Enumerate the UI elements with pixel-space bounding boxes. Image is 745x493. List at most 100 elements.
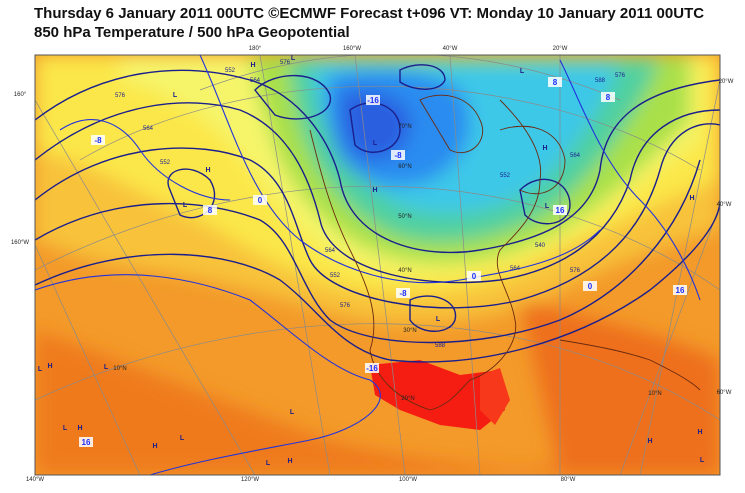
graticule-label: 40°N — [398, 268, 411, 274]
graticule-label: 70°N — [398, 124, 411, 130]
contour-label: 552 — [160, 160, 171, 166]
graticule-label: 140°W — [26, 477, 44, 483]
contour-label: 540 — [535, 243, 546, 249]
contour-label: 564 — [250, 78, 261, 84]
pressure-center: H — [205, 167, 210, 174]
pressure-center: L — [180, 435, 185, 442]
temperature-label-bg — [601, 92, 615, 102]
title: Thursday 6 January 2011 00UTC ©ECMWF For… — [34, 5, 705, 22]
temperature-label-bg — [91, 135, 105, 145]
temperature-label-bg — [553, 205, 567, 215]
pressure-center: L — [520, 68, 525, 75]
graticule-label: 180° — [249, 46, 262, 52]
pressure-center: H — [47, 363, 52, 370]
contour-label: 564 — [510, 266, 521, 272]
graticule-label: 120°W — [241, 477, 259, 483]
coastlines — [309, 94, 701, 411]
pressure-center: L — [63, 425, 68, 432]
temperature-label-bg — [467, 271, 481, 281]
pressure-center: L — [183, 202, 188, 209]
contour-label: 588 — [435, 343, 446, 349]
graticule-label: 20°W — [719, 79, 734, 85]
temperature-label-bg — [366, 95, 380, 105]
graticule-label: 40°W — [717, 202, 732, 208]
temperature-label: 8 — [208, 206, 213, 215]
temperature-label: -16 — [367, 96, 379, 105]
temperature-label-bg — [79, 437, 93, 447]
pressure-center: L — [545, 203, 550, 210]
temperature-label: 16 — [676, 286, 685, 295]
pressure-center: L — [373, 140, 378, 147]
temperature-label-bg — [583, 281, 597, 291]
temperature-field — [35, 55, 720, 475]
pressure-center: H — [250, 62, 255, 69]
graticule — [35, 55, 720, 475]
temperature-label-bg — [391, 150, 405, 160]
temperature-label-bg — [396, 288, 410, 298]
pressure-center: H — [697, 429, 702, 436]
graticule-label: 100°W — [399, 477, 417, 483]
pressure-center: L — [436, 316, 441, 323]
contour-label: 564 — [325, 248, 336, 254]
graticule-label: 40°W — [443, 46, 458, 52]
temperature-label: 0 — [588, 282, 593, 291]
pressure-center: L — [290, 409, 295, 416]
temperature-label-bg — [673, 285, 687, 295]
contour-label: 552 — [330, 273, 341, 279]
pressure-center: L — [38, 366, 43, 373]
graticule-label: 160°W — [11, 240, 29, 246]
graticule-label: 20°W — [553, 46, 568, 52]
temperature-label: 16 — [82, 438, 91, 447]
contour-label: 576 — [615, 73, 626, 79]
contour-label: 576 — [570, 268, 581, 274]
pressure-center: L — [291, 55, 296, 62]
contour-label: 564 — [570, 153, 581, 159]
pressure-center: H — [152, 443, 157, 450]
graticule-label: 20°N — [401, 396, 414, 402]
graticule-label: 50°N — [398, 214, 411, 220]
graticule-label: 160°W — [343, 46, 361, 52]
geopotential-contours — [35, 64, 720, 363]
pressure-center: L — [266, 460, 271, 467]
temperature-label-bg — [253, 195, 267, 205]
contour-label: 576 — [115, 93, 126, 99]
temperature-label: 0 — [258, 196, 263, 205]
graticule-label: 80°W — [561, 477, 576, 483]
temperature-label: -16 — [366, 364, 378, 373]
map-frame — [34, 54, 721, 476]
pressure-center: L — [173, 92, 178, 99]
pressure-center: H — [77, 425, 82, 432]
graticule-label: 10°N — [113, 366, 126, 372]
temperature-label: -8 — [399, 289, 407, 298]
temperature-label-bg — [203, 205, 217, 215]
subtitle: 850 hPa Temperature / 500 hPa Geopotenti… — [34, 24, 350, 41]
pressure-center: H — [287, 458, 292, 465]
temperature-label-bg — [548, 77, 562, 87]
contour-label: 552 — [500, 173, 511, 179]
contour-label: 576 — [340, 303, 351, 309]
temperature-label: -8 — [94, 136, 102, 145]
header: Thursday 6 January 2011 00UTC ©ECMWF For… — [34, 4, 704, 42]
temperature-label-bg — [365, 363, 379, 373]
pressure-center: H — [542, 145, 547, 152]
graticule-label: 60°N — [398, 164, 411, 170]
pressure-center: H — [372, 187, 377, 194]
graticule-label: 60°W — [717, 390, 732, 396]
temperature-label: 0 — [472, 272, 477, 281]
contour-label: 588 — [595, 78, 606, 84]
temperature-label: -8 — [394, 151, 402, 160]
contour-label: 552 — [225, 68, 236, 74]
pressure-center: H — [689, 195, 694, 202]
contour-label: 564 — [143, 126, 154, 132]
contour-label: 576 — [280, 60, 291, 66]
graticule-label: 30°N — [403, 328, 416, 334]
temperature-contours — [35, 55, 701, 475]
pressure-center: L — [700, 457, 705, 464]
pressure-center: H — [647, 438, 652, 445]
temperature-label: 16 — [556, 206, 565, 215]
graticule-label: 160° — [14, 92, 27, 98]
graticule-label: 10°N — [648, 391, 661, 397]
pressure-center: L — [104, 364, 109, 371]
